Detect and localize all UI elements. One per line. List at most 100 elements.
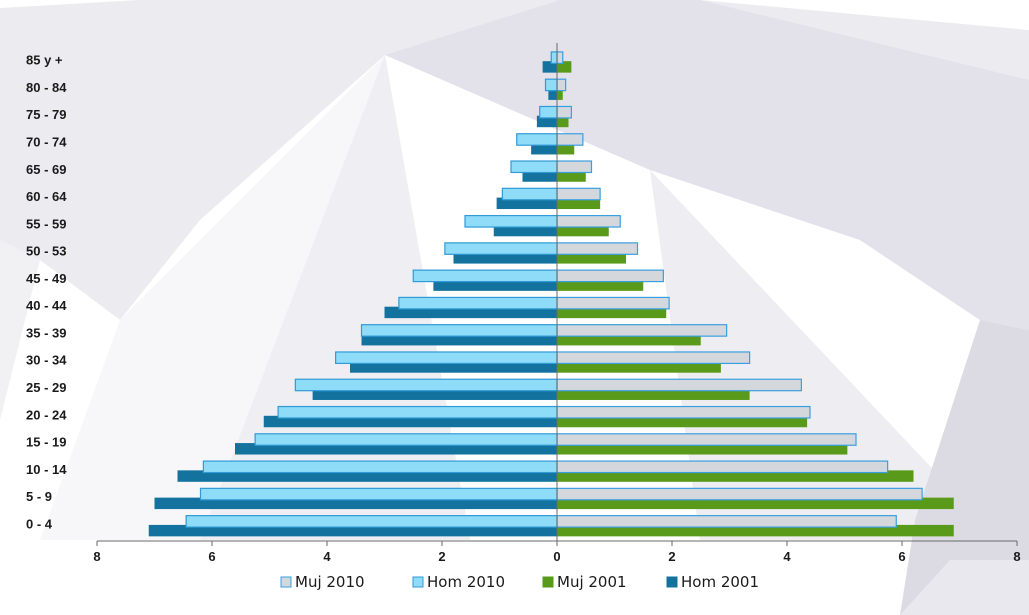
bar-hom-2010-5 <box>294 378 558 392</box>
category-label: 50 - 53 <box>26 244 66 259</box>
bar-muj-2001-0 <box>557 524 954 537</box>
bar-muj-2010-11 <box>556 214 621 228</box>
legend: Muj 2010 Hom 2010 Muj 2001 Hom 2001 <box>280 573 759 591</box>
legend-swatch-muj-2010 <box>280 576 292 588</box>
bar-muj-2001-9 <box>557 279 644 291</box>
bar-muj-2001-11 <box>557 224 609 237</box>
bar-hom-2010-3 <box>254 433 558 446</box>
bar-hom-2010-0 <box>185 515 558 528</box>
bar-hom-2010-16 <box>544 78 558 92</box>
bar-muj-2010-0 <box>556 515 897 528</box>
bar-hom-2001-5 <box>312 388 557 400</box>
bar-hom-2010-13 <box>510 160 558 174</box>
bar-muj-2010-8 <box>556 296 670 310</box>
bar-hom-2001-12 <box>496 197 557 210</box>
bar-muj-2010-6 <box>556 351 751 365</box>
x-axis: 8 6 4 2 0 2 4 6 8 <box>93 43 1021 564</box>
x-tick-label: 8 <box>1013 549 1020 564</box>
bar-muj-2010-17 <box>556 51 564 64</box>
bar-hom-2010-11 <box>464 214 558 228</box>
bar-hom-2001-9 <box>433 279 557 291</box>
bar-muj-2001-8 <box>557 306 667 319</box>
bar-hom-2001-4 <box>263 415 557 428</box>
legend-label-hom-2001: Hom 2001 <box>681 573 759 591</box>
bar-muj-2001-15 <box>557 115 569 128</box>
x-tick-label: 4 <box>783 549 791 564</box>
bar-hom-2001-3 <box>235 443 557 455</box>
legend-swatch-hom-2010 <box>412 576 424 588</box>
bar-hom-2010-15 <box>539 105 558 119</box>
bar-hom-2001-16 <box>548 88 557 100</box>
category-label: 55 - 59 <box>26 216 66 231</box>
bar-muj-2001-16 <box>557 88 563 100</box>
legend-swatch-hom-2001 <box>666 576 678 588</box>
legend-label-hom-2010: Hom 2010 <box>427 573 505 591</box>
bars-layer <box>148 51 954 537</box>
bar-muj-2010-5 <box>556 378 802 392</box>
x-tick-label: 8 <box>93 549 100 564</box>
bar-muj-2010-3 <box>556 433 857 446</box>
x-tick-label: 4 <box>323 549 331 564</box>
bar-muj-2001-3 <box>557 443 848 455</box>
legend-label-muj-2001: Muj 2001 <box>557 573 627 591</box>
x-tick-label: 2 <box>668 549 675 564</box>
bar-hom-2001-7 <box>361 333 557 346</box>
bar-hom-2010-12 <box>501 187 558 201</box>
bar-muj-2001-6 <box>557 361 721 373</box>
x-tick-label: 6 <box>898 549 905 564</box>
bar-muj-2010-15 <box>556 105 572 119</box>
bar-hom-2010-2 <box>202 460 558 474</box>
bar-hom-2010-10 <box>444 242 558 255</box>
bar-hom-2010-7 <box>360 324 558 337</box>
bar-muj-2010-16 <box>556 78 567 92</box>
bar-muj-2010-7 <box>556 324 728 337</box>
bar-muj-2010-13 <box>556 160 593 174</box>
category-label: 70 - 74 <box>26 134 67 149</box>
x-tick-label: 6 <box>208 549 215 564</box>
bar-muj-2001-17 <box>557 61 572 73</box>
category-label: 5 - 9 <box>26 489 52 504</box>
category-label: 45 - 49 <box>26 271 66 286</box>
bar-hom-2010-4 <box>277 405 558 419</box>
bar-muj-2001-13 <box>557 170 586 182</box>
bar-muj-2001-10 <box>557 252 626 264</box>
category-labels: 0 - 4 5 - 9 10 - 14 15 - 19 20 - 24 25 - 29 30… <box>26 53 67 532</box>
bar-hom-2001-0 <box>148 524 557 537</box>
bar-hom-2010-1 <box>199 487 558 501</box>
x-tick-label: 0 <box>553 549 560 564</box>
category-label: 30 - 34 <box>26 353 67 368</box>
category-label: 80 - 84 <box>26 80 67 95</box>
category-label: 75 - 79 <box>26 107 66 122</box>
bar-muj-2010-1 <box>556 487 923 501</box>
bar-muj-2001-7 <box>557 333 701 346</box>
bar-hom-2001-14 <box>531 143 557 155</box>
category-label: 20 - 24 <box>26 407 67 422</box>
bar-muj-2010-2 <box>556 460 889 474</box>
bar-hom-2010-17 <box>550 51 558 64</box>
category-label: 85 y + <box>26 53 63 68</box>
bar-muj-2001-4 <box>557 415 808 428</box>
bar-hom-2001-10 <box>453 252 557 264</box>
category-label: 60 - 64 <box>26 189 67 204</box>
bar-hom-2001-17 <box>542 61 557 73</box>
category-label: 40 - 44 <box>26 298 67 313</box>
legend-swatch-muj-2001 <box>542 576 554 588</box>
bar-hom-2010-6 <box>335 351 558 365</box>
bar-hom-2001-2 <box>177 470 557 482</box>
bar-hom-2001-13 <box>522 170 557 182</box>
category-label: 10 - 14 <box>26 462 67 477</box>
bar-hom-2001-15 <box>536 115 557 128</box>
bar-hom-2001-1 <box>154 497 557 510</box>
bar-muj-2010-12 <box>556 187 601 201</box>
bar-muj-2010-10 <box>556 242 639 255</box>
bar-muj-2001-2 <box>557 470 914 482</box>
category-label: 25 - 29 <box>26 380 66 395</box>
bar-hom-2001-8 <box>384 306 557 319</box>
category-label: 65 - 69 <box>26 162 66 177</box>
bar-muj-2001-14 <box>557 143 575 155</box>
bar-muj-2001-12 <box>557 197 601 210</box>
x-tick-label: 2 <box>438 549 445 564</box>
legend-label-muj-2010: Muj 2010 <box>295 573 365 591</box>
